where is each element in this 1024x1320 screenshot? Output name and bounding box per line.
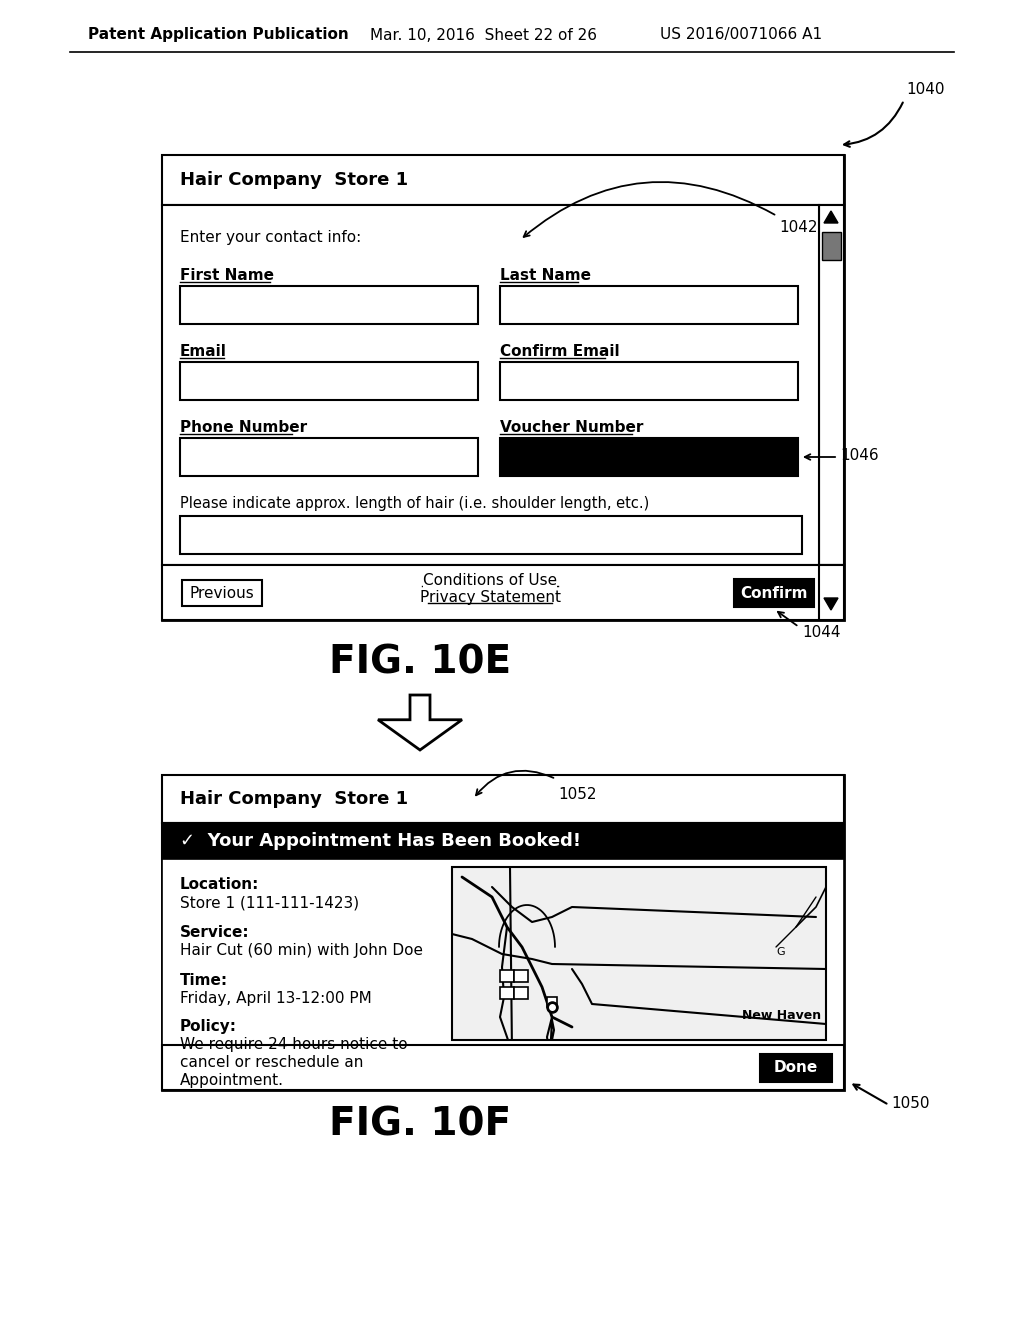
Text: Policy:: Policy: xyxy=(180,1019,237,1034)
Text: G: G xyxy=(776,946,785,957)
Text: Patent Application Publication: Patent Application Publication xyxy=(88,28,349,42)
Bar xyxy=(500,362,798,400)
Bar xyxy=(500,286,798,323)
Text: First Name: First Name xyxy=(180,268,274,282)
Bar xyxy=(162,1045,844,1090)
Text: cancel or reschedule an: cancel or reschedule an xyxy=(180,1055,364,1071)
Text: Please indicate approx. length of hair (i.e. shoulder length, etc.): Please indicate approx. length of hair (… xyxy=(180,496,649,511)
Text: ✓  Your Appointment Has Been Booked!: ✓ Your Appointment Has Been Booked! xyxy=(180,832,581,850)
Bar xyxy=(822,232,841,260)
Bar xyxy=(547,997,557,1007)
Text: Privacy Statement: Privacy Statement xyxy=(420,590,560,605)
Text: Email: Email xyxy=(180,345,227,359)
Text: Friday, April 13-12:00 PM: Friday, April 13-12:00 PM xyxy=(180,991,372,1006)
Bar xyxy=(162,565,844,620)
Text: Hair Cut (60 min) with John Doe: Hair Cut (60 min) with John Doe xyxy=(180,942,423,958)
Bar xyxy=(819,565,844,620)
Text: 1046: 1046 xyxy=(840,447,879,462)
Text: FIG. 10E: FIG. 10E xyxy=(329,643,511,681)
Text: Voucher Number: Voucher Number xyxy=(500,420,643,436)
Text: FIG. 10F: FIG. 10F xyxy=(329,1106,511,1144)
Text: 1050: 1050 xyxy=(891,1097,930,1111)
Bar xyxy=(162,775,844,1090)
Text: Hair Company  Store 1: Hair Company Store 1 xyxy=(180,789,409,808)
Bar xyxy=(514,970,528,982)
Bar xyxy=(452,867,826,1040)
Bar xyxy=(180,438,478,477)
Text: Store 1 (111-111-1423): Store 1 (111-111-1423) xyxy=(180,895,359,909)
Text: US 2016/0071066 A1: US 2016/0071066 A1 xyxy=(660,28,822,42)
Text: Enter your contact info:: Enter your contact info: xyxy=(180,230,361,246)
Bar xyxy=(180,516,802,554)
Bar xyxy=(162,822,844,859)
Text: New Haven: New Haven xyxy=(741,1008,821,1022)
Text: Confirm Email: Confirm Email xyxy=(500,345,620,359)
Text: 1044: 1044 xyxy=(802,624,841,640)
Text: 1042: 1042 xyxy=(779,220,817,235)
Bar xyxy=(500,987,514,999)
Text: 1052: 1052 xyxy=(558,787,597,803)
Bar xyxy=(514,987,528,999)
Text: Confirm: Confirm xyxy=(740,586,808,601)
Text: Done: Done xyxy=(774,1060,818,1076)
Bar xyxy=(162,205,819,565)
Bar xyxy=(819,205,844,565)
Bar xyxy=(162,775,844,822)
Polygon shape xyxy=(824,598,838,610)
Bar xyxy=(500,970,514,982)
Bar xyxy=(180,362,478,400)
Text: Previous: Previous xyxy=(189,586,254,601)
Text: Last Name: Last Name xyxy=(500,268,591,282)
Text: Time:: Time: xyxy=(180,973,228,987)
Text: 1040: 1040 xyxy=(906,82,944,96)
Text: Conditions of Use: Conditions of Use xyxy=(423,573,557,587)
Polygon shape xyxy=(824,211,838,223)
Text: Service:: Service: xyxy=(180,925,250,940)
Bar xyxy=(162,154,844,620)
Text: Location:: Location: xyxy=(180,876,259,892)
Bar xyxy=(734,579,814,607)
Bar xyxy=(500,438,798,477)
Polygon shape xyxy=(378,696,462,750)
Bar xyxy=(162,859,844,1045)
Bar xyxy=(182,579,262,606)
Text: Appointment.: Appointment. xyxy=(180,1073,284,1088)
Text: Phone Number: Phone Number xyxy=(180,420,307,436)
Text: Hair Company  Store 1: Hair Company Store 1 xyxy=(180,172,409,189)
Bar xyxy=(162,154,844,205)
Text: Mar. 10, 2016  Sheet 22 of 26: Mar. 10, 2016 Sheet 22 of 26 xyxy=(370,28,597,42)
Bar xyxy=(180,286,478,323)
Text: We require 24 hours notice to: We require 24 hours notice to xyxy=(180,1038,408,1052)
Bar xyxy=(760,1053,831,1082)
